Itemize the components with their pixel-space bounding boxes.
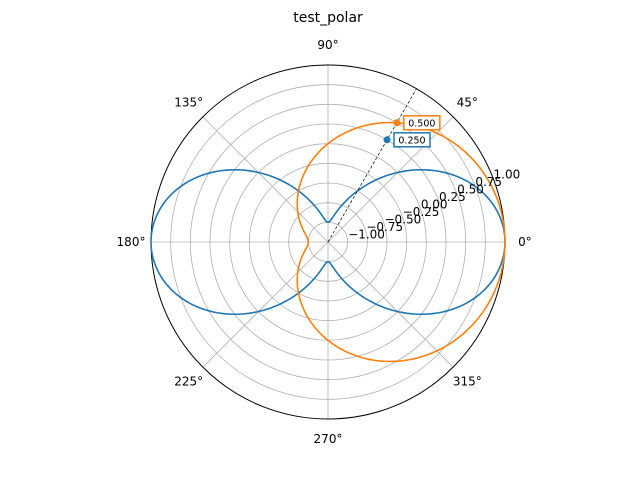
theta-tick-label-180: 180°	[117, 235, 146, 249]
theta-tick-label-225: 225°	[174, 374, 203, 388]
annotation-label-2: 0.500	[408, 118, 435, 129]
tick-label-layer: 0° 45° 90° 135° 180° 225° 270° 315° −1.00−0.75−0…	[117, 38, 532, 446]
annotation-layer: 0.250 0.500	[327, 88, 441, 243]
annotation-box-1	[393, 132, 431, 148]
theta-tick-label-315: 315°	[453, 374, 482, 388]
theta-gridline-7	[327, 241, 454, 368]
r-tick-label-5: 0.25	[439, 190, 466, 204]
theta-tick-label-135: 135°	[174, 96, 203, 110]
r-tick-label-8: 1.00	[494, 167, 521, 181]
r-tick-label-3: −0.25	[403, 205, 440, 219]
r-tick-label-7: 0.75	[475, 175, 502, 189]
r-tick-label-2: −0.50	[385, 212, 422, 226]
theta-gridline-1	[327, 116, 454, 243]
series-line-1	[150, 168, 506, 316]
annotation-marker-2	[393, 119, 401, 127]
annotation-dashed-line	[327, 88, 417, 243]
annotation-marker-1	[383, 136, 391, 144]
theta-tick-label-0: 0°	[518, 235, 532, 249]
annotation-label-1: 0.250	[398, 135, 425, 146]
theta-tick-label-270: 270°	[314, 432, 343, 446]
polar-grid	[150, 64, 506, 420]
annotation-box-2	[403, 115, 441, 131]
theta-gridline-3	[202, 116, 329, 243]
r-tick-label-0: −1.00	[348, 227, 385, 241]
theta-tick-label-45: 45°	[457, 96, 478, 110]
r-tick-label-1: −0.75	[366, 220, 403, 234]
r-tick-label-6: 0.50	[457, 182, 484, 196]
theta-gridline-5	[202, 241, 329, 368]
theta-tick-label-90: 90°	[317, 38, 338, 52]
chart-title: test_polar	[293, 10, 363, 26]
r-tick-label-4: 0.00	[421, 197, 448, 211]
